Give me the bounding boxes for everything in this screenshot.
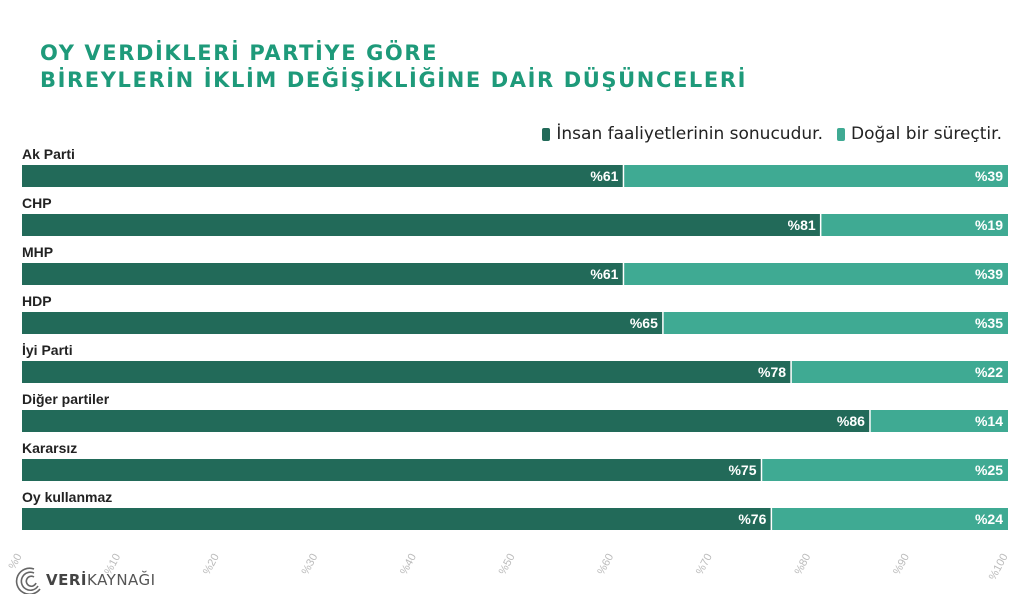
- bar-segment-human: [22, 459, 762, 481]
- category-label: İyi Parti: [22, 342, 73, 358]
- data-label: %86: [837, 413, 865, 429]
- logo-text-kaynagi: KAYNAĞI: [87, 571, 156, 589]
- data-label: %25: [975, 462, 1003, 478]
- data-label: %39: [975, 168, 1003, 184]
- bar-segment-natural: [761, 459, 1008, 481]
- bar-segment-human: [22, 214, 821, 236]
- category-label: Ak Parti: [22, 146, 75, 162]
- category-label: CHP: [22, 195, 52, 211]
- x-tick-label: %70: [694, 552, 715, 577]
- data-label: %78: [758, 364, 786, 380]
- bar-segment-human: [22, 165, 624, 187]
- bar-segment-natural: [771, 508, 1008, 530]
- bar-segment-human: [22, 263, 624, 285]
- legend-label-human: İnsan faaliyetlerinin sonucudur.: [556, 124, 823, 144]
- category-label: Kararsız: [22, 440, 77, 456]
- bar-segment-natural: [662, 312, 1008, 334]
- x-tick-label: %50: [497, 552, 518, 577]
- x-tick-label: %60: [595, 552, 616, 577]
- data-label: %61: [590, 266, 618, 282]
- data-label: %75: [728, 462, 756, 478]
- data-label: %19: [975, 217, 1003, 233]
- legend-swatch-natural: [836, 127, 845, 141]
- data-label: %81: [788, 217, 816, 233]
- data-label: %14: [975, 413, 1003, 429]
- bar-segment-human: [22, 361, 792, 383]
- x-tick-label: %90: [891, 552, 912, 577]
- bar-segment-natural: [623, 165, 1008, 187]
- x-tick-label: %80: [793, 552, 814, 577]
- chart-title-line-1: OY VERDİKLERİ PARTİYE GÖRE: [40, 41, 439, 65]
- logo: VERİ KAYNAĞI: [14, 566, 156, 594]
- data-label: %22: [975, 364, 1003, 380]
- bar-segment-natural: [869, 410, 1008, 432]
- bar-segment-human: [22, 508, 772, 530]
- x-tick-label: %30: [300, 552, 321, 577]
- data-label: %39: [975, 266, 1003, 282]
- legend-swatch-human: [542, 127, 551, 141]
- bar-segment-human: [22, 312, 663, 334]
- data-label: %65: [630, 315, 658, 331]
- category-label: Oy kullanmaz: [22, 489, 112, 505]
- category-label: Diğer partiler: [22, 391, 110, 407]
- bar-segment-natural: [791, 361, 1008, 383]
- x-tick-label: %20: [201, 552, 222, 577]
- data-label: %24: [975, 511, 1003, 527]
- category-label: MHP: [22, 244, 53, 260]
- legend-label-natural: Doğal bir süreçtir.: [850, 124, 1002, 144]
- legend-item-human: İnsan faaliyetlerinin sonucudur.: [542, 124, 823, 144]
- category-label: HDP: [22, 293, 52, 309]
- bar-segment-natural: [623, 263, 1008, 285]
- logo-text-veri: VERİ: [46, 571, 87, 589]
- bar-segment-human: [22, 410, 870, 432]
- logo-arcs-icon: [15, 567, 41, 594]
- chart-title-line-2: BİREYLERİN İKLİM DEĞİŞİKLİĞİNE DAİR DÜŞÜ…: [40, 68, 748, 92]
- legend-item-natural: Doğal bir süreçtir.: [836, 124, 1002, 144]
- data-label: %61: [590, 168, 618, 184]
- data-label: %76: [738, 511, 766, 527]
- bar-segment-natural: [820, 214, 1008, 236]
- data-label: %35: [975, 315, 1003, 331]
- chart-title: OY VERDİKLERİ PARTİYE GÖRE BİREYLERİN İK…: [40, 40, 747, 94]
- x-tick-label: %100: [987, 552, 1011, 582]
- legend: İnsan faaliyetlerinin sonucudur. Doğal b…: [528, 124, 1002, 144]
- x-tick-label: %40: [398, 552, 419, 577]
